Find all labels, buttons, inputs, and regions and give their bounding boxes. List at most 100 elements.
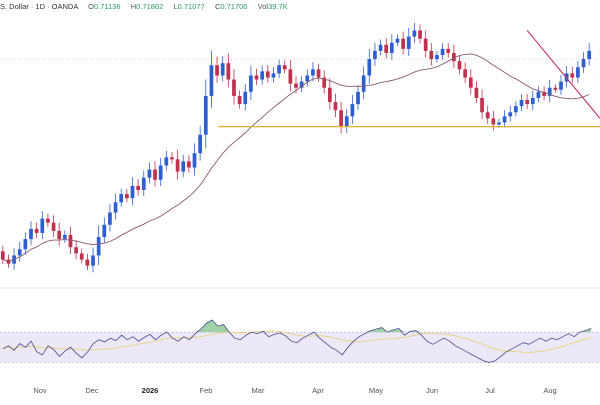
close-value: 0.71706 — [220, 2, 248, 11]
candle-body — [232, 79, 236, 96]
candle-body — [547, 87, 552, 96]
candle-body — [463, 69, 468, 78]
candle-body — [491, 118, 496, 125]
candle-body — [147, 169, 152, 178]
candle-body — [181, 161, 186, 172]
candle-body — [559, 81, 563, 90]
candle-body — [260, 71, 265, 80]
candle-body — [384, 44, 389, 53]
volume-value: 39.7K — [268, 2, 288, 11]
rsi-overbought-fill — [376, 327, 382, 333]
candle-body — [209, 65, 214, 96]
candle-body — [525, 100, 530, 105]
candle-body — [108, 212, 112, 225]
candle-body — [119, 194, 124, 203]
candle-body — [553, 87, 558, 90]
candle-body — [401, 38, 405, 49]
candle-body — [542, 91, 546, 96]
close-label: C — [214, 2, 221, 11]
candle-body — [85, 259, 90, 266]
candle-body — [361, 75, 366, 92]
candle-body — [440, 48, 445, 55]
candle-body — [271, 73, 276, 78]
candle-body — [51, 222, 56, 231]
rsi-moving-average — [2, 330, 592, 353]
candle-body — [79, 253, 84, 260]
x-tick-label: Dec — [85, 386, 99, 395]
candle-body — [452, 52, 456, 62]
candle-body — [530, 97, 535, 105]
rsi-overbought-fill — [393, 328, 399, 333]
candle-body — [23, 239, 28, 250]
high-label: H — [130, 2, 137, 11]
x-tick-label: Jul — [485, 386, 495, 395]
candle-body — [423, 38, 428, 51]
x-tick-label: Nov — [33, 386, 47, 395]
candle-body — [282, 65, 287, 70]
candle-body — [170, 157, 174, 160]
symbol-label: S. Dollar · 1D · OANDA — [0, 2, 78, 11]
candle-body — [220, 63, 225, 76]
candle-body — [316, 69, 321, 78]
candle-body — [389, 42, 394, 53]
candle-body — [34, 228, 39, 233]
candle-body — [508, 112, 513, 117]
x-tick-label: Feb — [199, 386, 213, 395]
chart-header: S. Dollar · 1D · OANDA O0.71136 H0.71802… — [0, 2, 288, 11]
candle-body — [514, 106, 518, 113]
candle-body — [576, 67, 580, 78]
candle-body — [418, 30, 422, 39]
candle-body — [311, 69, 315, 76]
candle-body — [350, 104, 355, 117]
candle-body — [164, 157, 169, 166]
candle-body — [395, 38, 400, 43]
candle-body — [136, 185, 140, 190]
high-value: 0.71802 — [136, 2, 164, 11]
candle-body — [62, 235, 67, 240]
rsi-overbought-fill — [398, 328, 405, 333]
candle-body — [29, 228, 33, 240]
candle-body — [497, 122, 501, 125]
rsi-overbought-fill — [217, 324, 224, 333]
candle-body — [412, 30, 417, 37]
candle-body — [305, 75, 310, 82]
candle-body — [468, 77, 473, 88]
candle-body — [406, 36, 411, 49]
candle-body — [40, 218, 45, 233]
candle-body — [378, 44, 383, 51]
candle-body — [299, 81, 304, 88]
candle-body — [96, 237, 101, 256]
candle-body — [124, 194, 129, 199]
candle-body — [175, 159, 180, 172]
candle-body — [536, 91, 541, 98]
candle-body — [277, 65, 281, 74]
candle-body — [130, 185, 135, 199]
candle-body — [57, 230, 62, 240]
candle-body — [435, 55, 439, 60]
candle-body — [502, 116, 507, 123]
rsi-line — [2, 319, 592, 363]
candle-body — [265, 71, 270, 78]
candle-body — [570, 73, 575, 78]
candle-body — [344, 116, 349, 127]
candle-body — [446, 48, 451, 53]
candle-body — [68, 235, 73, 248]
candle-body — [141, 177, 146, 190]
candle-body — [74, 247, 78, 254]
low-label: L — [173, 2, 178, 11]
candle-body — [198, 134, 203, 154]
candle-body — [249, 75, 253, 92]
candle-body — [519, 100, 524, 107]
candle-body — [254, 75, 259, 80]
candle-body — [46, 218, 50, 223]
candle-body — [333, 102, 338, 111]
candle-body — [480, 97, 484, 113]
x-tick-label: Aug — [543, 386, 557, 395]
candle-body — [153, 169, 157, 180]
candle-body — [158, 165, 163, 180]
low-value: 0.71077 — [177, 2, 205, 11]
x-tick-label: Jun — [425, 386, 439, 395]
candle-body — [457, 61, 462, 70]
